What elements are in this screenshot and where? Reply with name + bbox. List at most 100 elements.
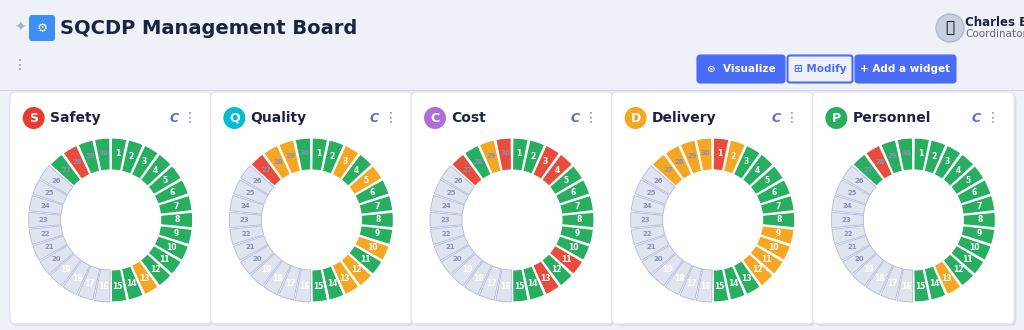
Text: C: C: [972, 112, 981, 124]
Text: 3: 3: [944, 157, 949, 166]
Text: 15: 15: [915, 282, 926, 291]
Wedge shape: [866, 146, 893, 179]
Text: 21: 21: [446, 244, 456, 250]
Text: 13: 13: [340, 274, 350, 282]
Text: C: C: [570, 112, 580, 124]
Wedge shape: [465, 146, 492, 179]
Text: 10: 10: [167, 243, 177, 252]
Wedge shape: [148, 166, 181, 195]
Text: 9: 9: [976, 229, 981, 239]
Wedge shape: [148, 246, 181, 274]
Wedge shape: [713, 138, 729, 171]
Text: 15: 15: [113, 282, 123, 291]
Text: 24: 24: [843, 203, 853, 209]
Text: 2: 2: [530, 152, 536, 161]
Text: 30: 30: [299, 150, 309, 156]
Text: P: P: [831, 112, 841, 124]
Wedge shape: [713, 269, 729, 302]
Text: 30: 30: [901, 150, 911, 156]
Wedge shape: [836, 180, 869, 204]
Wedge shape: [430, 226, 464, 245]
Wedge shape: [233, 236, 267, 260]
Wedge shape: [761, 195, 795, 214]
Wedge shape: [680, 266, 701, 300]
Text: 22: 22: [441, 231, 452, 237]
Text: 22: 22: [642, 231, 652, 237]
Text: C: C: [430, 112, 439, 124]
Text: 15: 15: [715, 282, 725, 291]
Wedge shape: [556, 236, 590, 260]
Text: 16: 16: [901, 282, 911, 291]
Text: 21: 21: [646, 244, 656, 250]
Text: 16: 16: [299, 282, 309, 291]
Wedge shape: [295, 269, 311, 302]
Text: 18: 18: [674, 274, 684, 282]
Wedge shape: [159, 226, 193, 245]
Wedge shape: [943, 254, 974, 286]
Text: 1: 1: [717, 149, 722, 158]
Text: 8: 8: [577, 215, 582, 224]
Text: 12: 12: [753, 265, 763, 274]
Circle shape: [625, 107, 647, 129]
Text: 9: 9: [574, 229, 581, 239]
Text: 23: 23: [240, 217, 249, 223]
Wedge shape: [560, 195, 594, 214]
Wedge shape: [853, 254, 884, 286]
Wedge shape: [29, 212, 60, 228]
Wedge shape: [652, 254, 683, 286]
Wedge shape: [560, 226, 594, 245]
Text: 11: 11: [561, 255, 571, 264]
Text: 11: 11: [963, 255, 973, 264]
Wedge shape: [642, 246, 675, 274]
Text: 5: 5: [965, 176, 970, 185]
Wedge shape: [513, 269, 528, 302]
Text: 15: 15: [313, 282, 324, 291]
Wedge shape: [479, 140, 501, 174]
Text: 2: 2: [330, 152, 335, 161]
FancyBboxPatch shape: [411, 92, 613, 324]
Wedge shape: [40, 166, 73, 195]
Wedge shape: [635, 180, 669, 204]
Text: 1: 1: [315, 149, 321, 158]
Text: 7: 7: [574, 202, 581, 211]
Wedge shape: [523, 266, 545, 300]
Text: Coordinator: Coordinator: [965, 29, 1024, 39]
Wedge shape: [251, 254, 282, 286]
Wedge shape: [112, 269, 127, 302]
Text: 20: 20: [51, 256, 61, 262]
Text: 30: 30: [500, 150, 510, 156]
Text: ⋮: ⋮: [182, 111, 197, 125]
Wedge shape: [40, 246, 73, 274]
Text: 10: 10: [568, 243, 579, 252]
Wedge shape: [496, 138, 511, 171]
Wedge shape: [897, 269, 912, 302]
Text: 26: 26: [854, 178, 864, 183]
Wedge shape: [295, 138, 311, 171]
Wedge shape: [761, 226, 795, 245]
FancyBboxPatch shape: [697, 55, 784, 82]
Text: 24: 24: [40, 203, 50, 209]
Text: 11: 11: [360, 255, 371, 264]
Wedge shape: [757, 180, 791, 204]
Text: 27: 27: [863, 167, 873, 173]
Text: C: C: [370, 112, 379, 124]
FancyBboxPatch shape: [29, 15, 55, 41]
Wedge shape: [33, 236, 68, 260]
Wedge shape: [831, 226, 865, 245]
Text: 1: 1: [918, 149, 923, 158]
Wedge shape: [642, 166, 675, 195]
Text: 25: 25: [45, 190, 54, 196]
Text: 2: 2: [731, 152, 736, 161]
Wedge shape: [853, 154, 884, 186]
Text: Delivery: Delivery: [651, 111, 717, 125]
Text: C: C: [771, 112, 780, 124]
Wedge shape: [355, 236, 389, 260]
Wedge shape: [964, 212, 995, 228]
FancyBboxPatch shape: [787, 55, 853, 82]
Text: Personnel: Personnel: [852, 111, 931, 125]
Wedge shape: [733, 146, 760, 179]
Text: 12: 12: [351, 265, 361, 274]
Wedge shape: [430, 195, 464, 214]
Text: 10: 10: [970, 243, 980, 252]
Text: 4: 4: [955, 166, 961, 175]
